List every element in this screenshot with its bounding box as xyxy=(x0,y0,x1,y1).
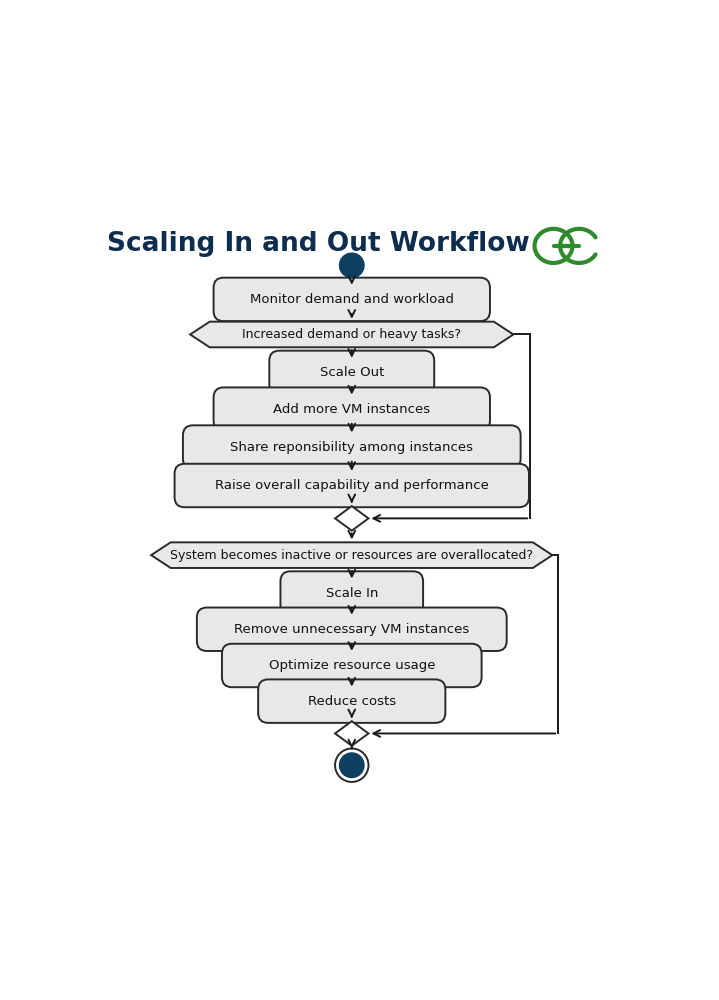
Text: Scale Out: Scale Out xyxy=(319,366,384,379)
FancyBboxPatch shape xyxy=(214,387,490,431)
FancyBboxPatch shape xyxy=(175,464,529,507)
FancyBboxPatch shape xyxy=(222,644,482,687)
FancyBboxPatch shape xyxy=(214,278,490,321)
Polygon shape xyxy=(335,721,368,746)
Text: Reduce costs: Reduce costs xyxy=(308,695,396,708)
Circle shape xyxy=(339,753,364,777)
Text: Share reponsibility among instances: Share reponsibility among instances xyxy=(230,441,473,454)
Text: Monitor demand and workload: Monitor demand and workload xyxy=(249,293,454,306)
Circle shape xyxy=(335,749,368,782)
Text: Add more VM instances: Add more VM instances xyxy=(273,403,431,416)
Text: Scale In: Scale In xyxy=(326,587,378,600)
Text: System becomes inactive or resources are overallocated?: System becomes inactive or resources are… xyxy=(170,549,533,562)
FancyBboxPatch shape xyxy=(183,425,521,469)
Polygon shape xyxy=(335,506,368,531)
Text: Increased demand or heavy tasks?: Increased demand or heavy tasks? xyxy=(242,328,462,341)
Text: Raise overall capability and performance: Raise overall capability and performance xyxy=(215,479,489,492)
Polygon shape xyxy=(190,322,513,347)
FancyBboxPatch shape xyxy=(280,571,423,615)
FancyBboxPatch shape xyxy=(197,608,507,651)
Circle shape xyxy=(339,253,364,278)
FancyBboxPatch shape xyxy=(258,679,445,723)
Text: Remove unnecessary VM instances: Remove unnecessary VM instances xyxy=(234,623,470,636)
Polygon shape xyxy=(151,542,552,568)
FancyBboxPatch shape xyxy=(270,351,434,394)
Text: Optimize resource usage: Optimize resource usage xyxy=(268,659,435,672)
Text: Scaling In and Out Workflow: Scaling In and Out Workflow xyxy=(107,231,530,257)
